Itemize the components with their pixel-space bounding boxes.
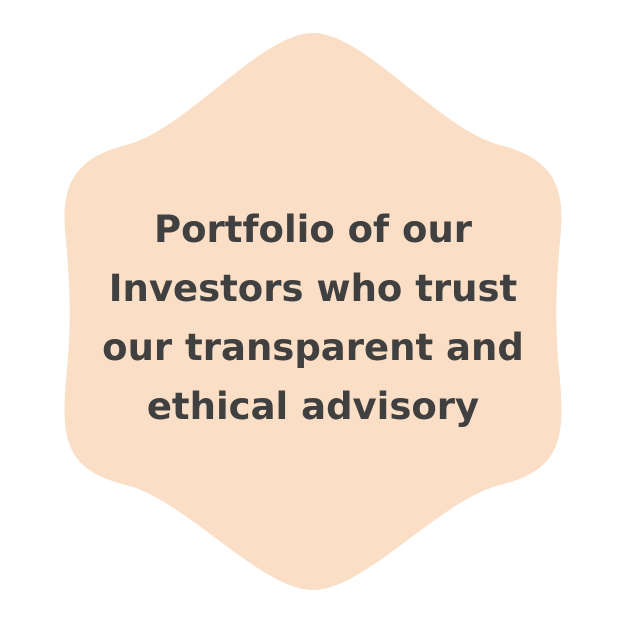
description-text: Portfolio of our Investors who trust our…: [63, 200, 563, 436]
text-line-4: ethical advisory: [146, 385, 480, 428]
text-line-1: Portfolio of our: [153, 208, 473, 251]
text-line-2: Investors who trust: [108, 267, 518, 310]
text-line-3: our transparent and: [102, 326, 524, 369]
